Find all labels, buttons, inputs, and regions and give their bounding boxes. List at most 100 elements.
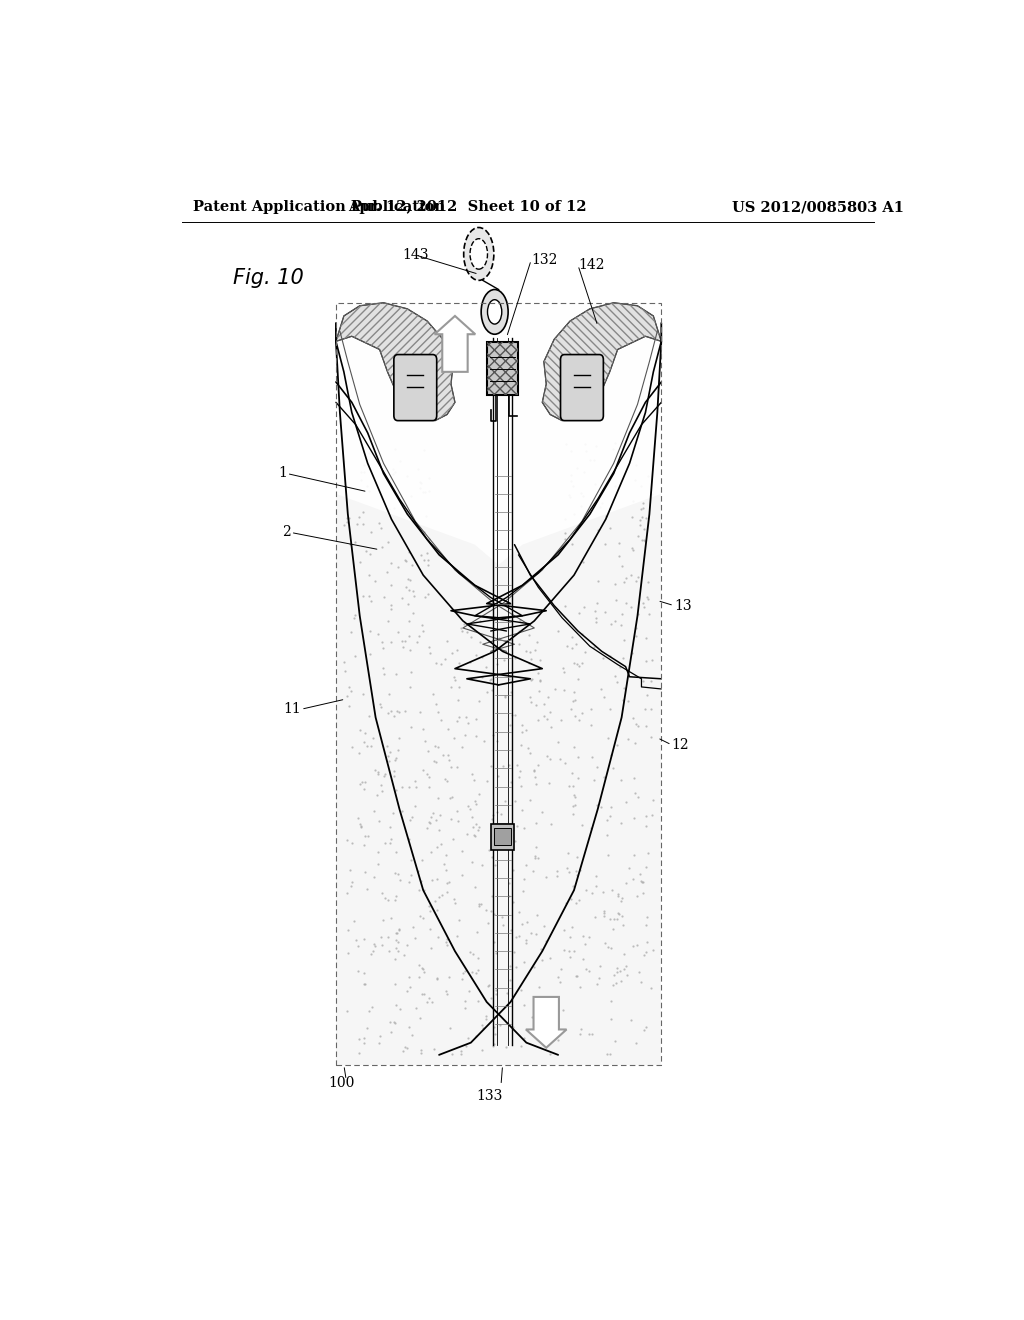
Point	[471, 690, 487, 711]
Point	[494, 907, 510, 928]
Point	[421, 776, 437, 797]
Point	[496, 826, 512, 847]
Point	[357, 722, 374, 743]
Point	[465, 817, 481, 838]
Point	[409, 997, 425, 1018]
Point	[514, 722, 530, 743]
Point	[628, 626, 644, 647]
Point	[402, 639, 419, 660]
Point	[374, 536, 390, 557]
Point	[458, 706, 474, 727]
Point	[538, 931, 554, 952]
Point	[521, 624, 538, 645]
Point	[530, 847, 547, 869]
Point	[432, 834, 449, 855]
Point	[502, 970, 518, 991]
Point	[502, 956, 518, 977]
Point	[439, 631, 456, 652]
Point	[625, 708, 641, 729]
Point	[391, 998, 408, 1019]
Point	[493, 803, 509, 824]
Point	[583, 715, 599, 737]
Point	[377, 887, 393, 908]
Point	[388, 664, 404, 685]
Point	[383, 574, 399, 595]
Point	[400, 776, 417, 797]
Point	[390, 919, 407, 940]
Point	[577, 461, 593, 482]
Ellipse shape	[464, 227, 494, 280]
Point	[401, 810, 418, 832]
Point	[617, 956, 634, 977]
Point	[513, 714, 529, 735]
Point	[364, 521, 380, 543]
Point	[446, 669, 463, 690]
Point	[420, 554, 436, 576]
Point	[567, 787, 584, 808]
Point	[339, 511, 355, 532]
Point	[629, 935, 645, 956]
Point	[377, 763, 393, 784]
Point	[611, 533, 628, 554]
Point	[468, 726, 484, 747]
Point	[374, 780, 390, 801]
Point	[638, 814, 654, 836]
Point	[527, 924, 544, 945]
Point	[466, 770, 482, 791]
Point	[441, 750, 458, 771]
Point	[430, 927, 446, 948]
Point	[394, 1040, 411, 1061]
Point	[361, 564, 378, 585]
Point	[492, 816, 508, 837]
Point	[613, 556, 630, 577]
Point	[592, 956, 608, 977]
Point	[465, 942, 481, 964]
Point	[419, 991, 435, 1012]
Point	[568, 861, 585, 882]
Point	[513, 734, 529, 755]
Point	[487, 983, 504, 1005]
Point	[360, 1001, 377, 1022]
Point	[524, 668, 541, 689]
Point	[415, 907, 431, 928]
Point	[511, 902, 527, 923]
Point	[474, 1018, 490, 1039]
Point	[388, 929, 404, 950]
Point	[530, 997, 547, 1018]
Point	[589, 591, 605, 612]
Point	[394, 587, 411, 609]
Point	[402, 661, 419, 682]
Point	[383, 701, 399, 722]
Point	[484, 805, 501, 826]
Point	[609, 734, 626, 755]
Point	[605, 917, 622, 939]
Point	[383, 1022, 399, 1043]
Point	[454, 618, 470, 639]
Point	[643, 671, 659, 692]
Point	[358, 1018, 375, 1039]
Point	[583, 817, 599, 838]
Point	[367, 936, 383, 957]
Point	[505, 1016, 521, 1038]
Point	[565, 941, 582, 962]
Point	[508, 957, 524, 978]
Point	[645, 789, 662, 810]
Point	[528, 813, 545, 834]
Point	[380, 702, 396, 723]
Point	[573, 814, 590, 836]
Point	[417, 482, 433, 503]
Point	[454, 620, 470, 642]
Point	[403, 865, 420, 886]
Point	[568, 653, 585, 675]
Point	[520, 738, 537, 759]
Point	[503, 681, 519, 702]
Point	[612, 770, 629, 791]
Point	[575, 597, 592, 618]
Point	[376, 586, 392, 607]
Point	[345, 909, 361, 931]
Point	[460, 1028, 476, 1049]
Point	[457, 997, 473, 1018]
Point	[572, 977, 589, 998]
Point	[413, 545, 429, 566]
Point	[542, 702, 558, 723]
